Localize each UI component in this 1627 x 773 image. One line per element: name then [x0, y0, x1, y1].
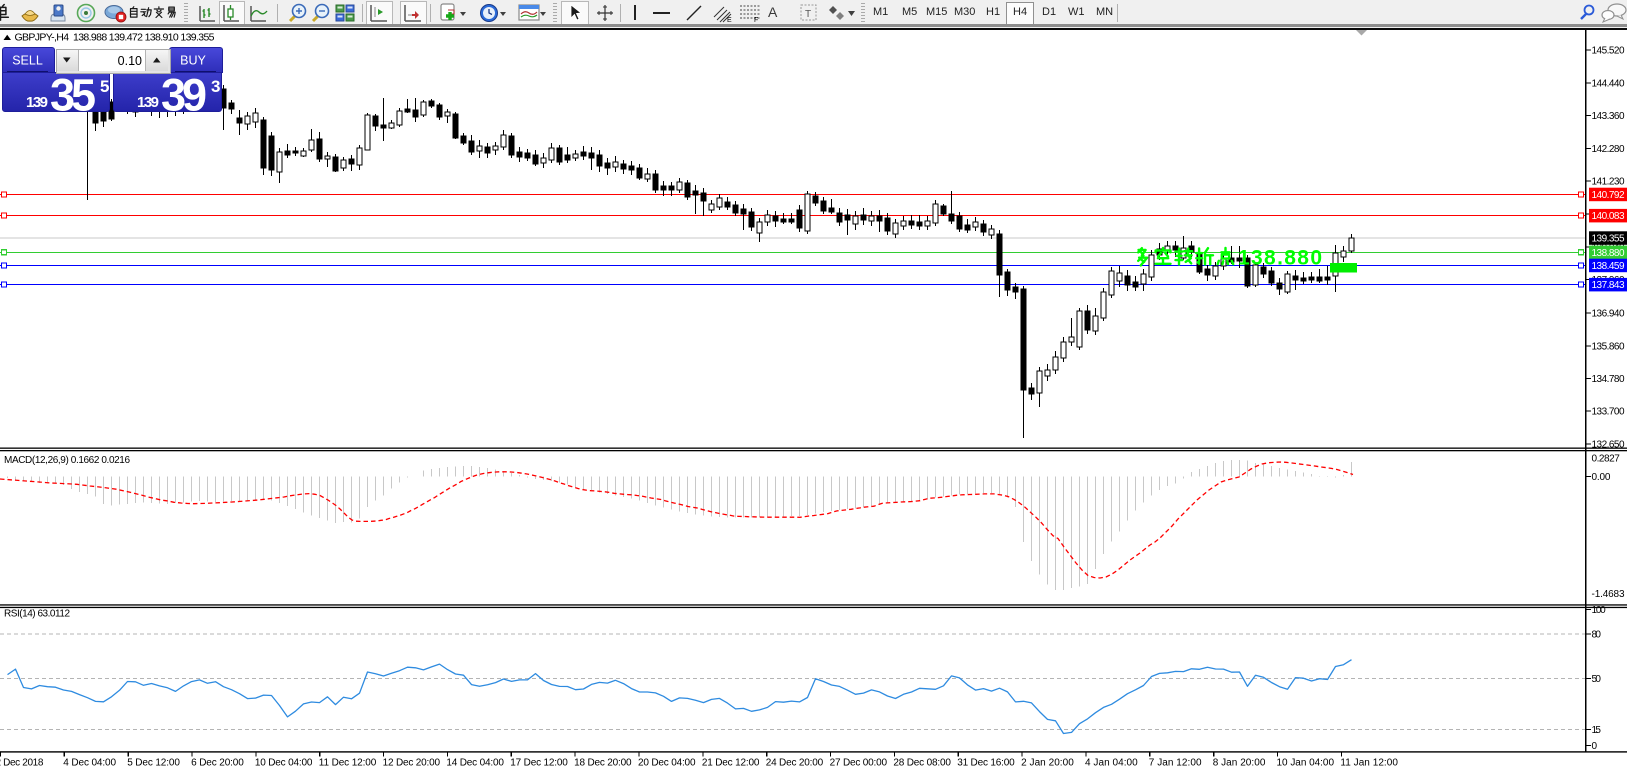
svg-text:142.280: 142.280 — [1592, 144, 1625, 155]
svg-text:138.880: 138.880 — [1592, 248, 1625, 259]
svg-text:139: 139 — [137, 94, 159, 111]
svg-text:SELL: SELL — [12, 54, 43, 68]
svg-text:RSI(14) 63.0112: RSI(14) 63.0112 — [4, 609, 70, 620]
svg-text:0: 0 — [1592, 741, 1598, 752]
svg-text:133.700: 133.700 — [1592, 407, 1625, 418]
svg-text:28 Dec 08:00: 28 Dec 08:00 — [893, 758, 951, 769]
svg-text:17 Dec 12:00: 17 Dec 12:00 — [510, 758, 568, 769]
svg-text:11 Dec 12:00: 11 Dec 12:00 — [319, 758, 377, 769]
svg-text:24 Dec 20:00: 24 Dec 20:00 — [766, 758, 824, 769]
svg-text:2 Dec 2018: 2 Dec 2018 — [0, 758, 44, 769]
svg-text:135.860: 135.860 — [1592, 341, 1625, 352]
svg-text:4 Jan 04:00: 4 Jan 04:00 — [1085, 758, 1138, 769]
svg-text:141.230: 141.230 — [1592, 177, 1625, 188]
svg-text:2 Jan 20:00: 2 Jan 20:00 — [1021, 758, 1074, 769]
svg-text:140.792: 140.792 — [1592, 190, 1625, 201]
svg-text:18 Dec 20:00: 18 Dec 20:00 — [574, 758, 632, 769]
svg-text:T: T — [805, 9, 811, 20]
svg-text:MACD(12,26,9) 0.1662 0.0216: MACD(12,26,9) 0.1662 0.0216 — [4, 455, 130, 466]
svg-text:80: 80 — [1592, 630, 1602, 641]
svg-text:10 Dec 04:00: 10 Dec 04:00 — [255, 758, 313, 769]
svg-text:140.083: 140.083 — [1592, 211, 1625, 222]
svg-text:138.459: 138.459 — [1592, 261, 1625, 272]
svg-text:5: 5 — [100, 77, 109, 96]
svg-text:11 Jan 12:00: 11 Jan 12:00 — [1340, 758, 1398, 769]
svg-text:136.940: 136.940 — [1592, 309, 1625, 320]
svg-text:3: 3 — [211, 77, 220, 96]
svg-text:31 Dec 16:00: 31 Dec 16:00 — [957, 758, 1015, 769]
svg-text:14 Dec 04:00: 14 Dec 04:00 — [446, 758, 504, 769]
svg-text:21 Dec 12:00: 21 Dec 12:00 — [702, 758, 760, 769]
svg-text:139: 139 — [26, 94, 48, 111]
svg-text:15: 15 — [1592, 725, 1602, 736]
svg-text:50: 50 — [1592, 674, 1602, 685]
svg-text:6 Dec 20:00: 6 Dec 20:00 — [191, 758, 244, 769]
svg-text:27 Dec 00:00: 27 Dec 00:00 — [830, 758, 888, 769]
svg-text:139.355: 139.355 — [1592, 234, 1625, 245]
svg-text:10 Jan 04:00: 10 Jan 04:00 — [1277, 758, 1335, 769]
svg-text:0.00: 0.00 — [1592, 472, 1611, 483]
svg-text:5 Dec 12:00: 5 Dec 12:00 — [127, 758, 180, 769]
svg-text:8 Jan 20:00: 8 Jan 20:00 — [1213, 758, 1266, 769]
svg-text:GBPJPY-,H4 138.988 139.472 13: GBPJPY-,H4 138.988 139.472 138.910 139.3… — [15, 32, 215, 44]
svg-text:138.880: 138.880 — [1238, 247, 1322, 270]
svg-text:0.2827: 0.2827 — [1592, 454, 1621, 465]
svg-text:0.10: 0.10 — [118, 54, 142, 68]
svg-text:12 Dec 20:00: 12 Dec 20:00 — [383, 758, 441, 769]
svg-text:35: 35 — [50, 70, 96, 121]
svg-text:7 Jan 12:00: 7 Jan 12:00 — [1149, 758, 1202, 769]
svg-text:143.360: 143.360 — [1592, 111, 1625, 122]
svg-text:39: 39 — [161, 70, 207, 121]
svg-text:E: E — [727, 17, 732, 23]
svg-text:20 Dec 04:00: 20 Dec 04:00 — [638, 758, 696, 769]
svg-text:F: F — [754, 17, 758, 23]
svg-text:144.440: 144.440 — [1592, 78, 1625, 89]
svg-text:100: 100 — [1592, 605, 1607, 616]
svg-text:4 Dec 04:00: 4 Dec 04:00 — [63, 758, 116, 769]
svg-text:-1.4683: -1.4683 — [1592, 589, 1625, 600]
svg-text:BUY: BUY — [180, 54, 206, 68]
svg-text:134.780: 134.780 — [1592, 374, 1625, 385]
svg-text:132.650: 132.650 — [1592, 440, 1625, 451]
svg-text:137.843: 137.843 — [1592, 280, 1625, 291]
svg-text:145.520: 145.520 — [1592, 46, 1625, 57]
